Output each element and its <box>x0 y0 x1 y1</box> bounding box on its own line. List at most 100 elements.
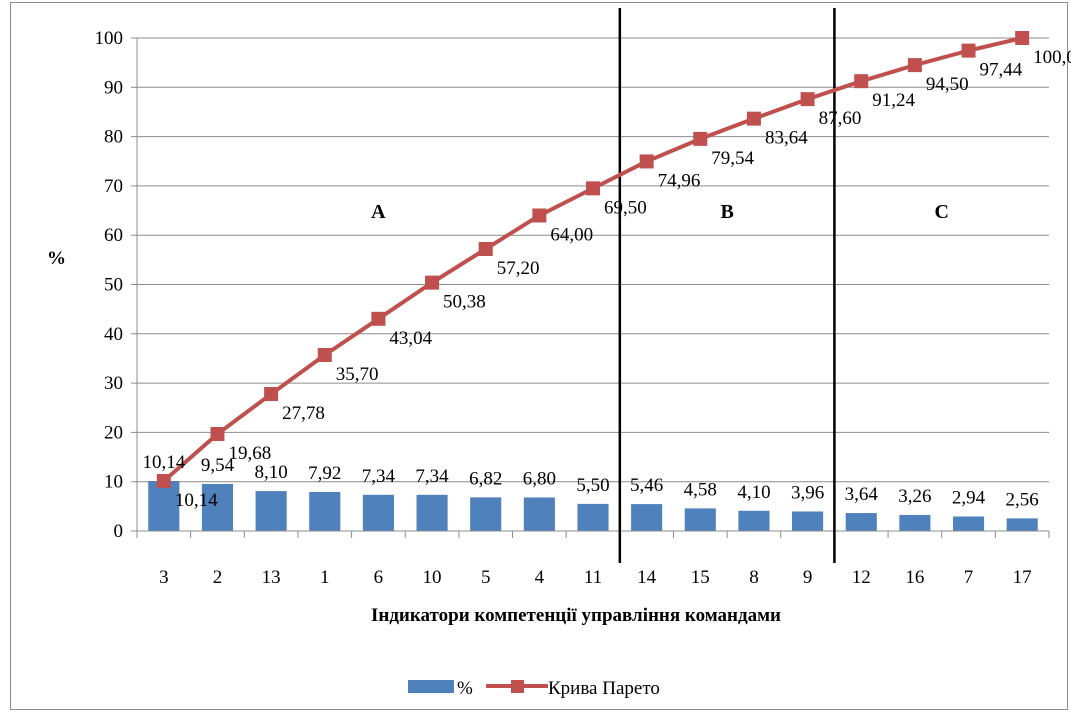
x-tick-label: 14 <box>637 567 657 588</box>
pareto-point <box>639 154 654 169</box>
zone-label: C <box>934 201 948 223</box>
bar <box>684 508 716 531</box>
axes <box>136 38 1049 532</box>
x-tick-label: 1 <box>320 567 330 588</box>
y-tick-label: 30 <box>104 373 123 394</box>
pareto-point <box>371 311 386 326</box>
pareto-point <box>1015 31 1030 45</box>
pareto-point <box>210 426 225 441</box>
x-tick-label: 5 <box>481 567 491 588</box>
line-data-label: 64,00 <box>550 224 593 245</box>
line-data-label: 94,50 <box>926 74 969 95</box>
pareto-point <box>961 43 976 58</box>
x-tick-label: 13 <box>262 567 281 588</box>
bar <box>201 483 234 531</box>
bar-data-label: 9,54 <box>201 455 235 476</box>
y-tick-label: 40 <box>104 324 123 345</box>
line-data-label: 83,64 <box>765 128 808 149</box>
pareto-point <box>907 58 922 73</box>
line-data-label: 74,96 <box>658 170 701 191</box>
bar-data-label: 3,26 <box>898 486 931 507</box>
data-labels: 10,14 9,54 8,10 7,92 7,34 7,34 6,82 6,80 5,50 5,4… <box>142 47 1071 511</box>
pareto-point <box>317 347 332 362</box>
x-tick-label: 11 <box>584 567 602 588</box>
line-data-label: 69,50 <box>604 197 647 218</box>
x-tick-label: 2 <box>213 567 223 588</box>
line-data-label: 100,00 <box>1033 47 1071 68</box>
bar-data-label: 8,10 <box>254 462 287 483</box>
bar <box>148 481 180 531</box>
line-data-label: 35,70 <box>336 364 379 385</box>
zone-dividers <box>618 8 836 563</box>
bar-data-label: 10,14 <box>142 452 185 473</box>
chart-frame <box>10 2 1068 710</box>
x-axis-title: Індикатори компетенції управління команд… <box>371 605 781 626</box>
bar-data-label: 2,56 <box>1006 489 1039 510</box>
y-tick-label: 100 <box>95 28 124 49</box>
bar-data-label: 5,46 <box>630 475 663 496</box>
bar-data-label: 4,58 <box>684 479 717 500</box>
y-tick-label: 10 <box>104 472 123 493</box>
bar-data-label: 4,10 <box>737 482 770 503</box>
y-tick-label: 20 <box>104 422 123 443</box>
bar-data-label: 7,34 <box>415 466 449 487</box>
x-tick-label: 10 <box>423 567 442 588</box>
y-tick-label: 0 <box>114 521 124 542</box>
y-tick-label: 70 <box>104 176 123 197</box>
legend: % Крива Парето <box>408 678 660 699</box>
y-tick-labels: 0 10 20 30 40 50 60 70 80 90 100 <box>95 28 124 542</box>
legend-bar-label: % <box>457 678 473 699</box>
bar <box>255 491 287 531</box>
y-axis-title: % <box>47 248 66 269</box>
pareto-point <box>586 181 600 196</box>
bar <box>631 504 663 531</box>
legend-line-marker <box>511 680 524 693</box>
legend-bar-swatch <box>408 680 454 693</box>
bar <box>416 494 448 531</box>
x-tick-label: 6 <box>374 567 384 588</box>
line-data-label: 97,44 <box>980 60 1023 81</box>
x-tick-label: 9 <box>803 567 813 588</box>
pareto-line-series <box>156 31 1030 489</box>
y-tick-label: 80 <box>104 127 123 148</box>
x-tick-label: 16 <box>905 567 924 588</box>
legend-line-label: Крива Парето <box>548 678 660 699</box>
pareto-point <box>478 242 493 257</box>
x-tick-label: 7 <box>964 567 974 588</box>
line-data-label: 50,38 <box>443 292 486 313</box>
y-tick-label: 50 <box>104 275 123 296</box>
bar-series <box>148 481 1038 531</box>
pareto-point <box>425 275 440 290</box>
x-tick-label: 15 <box>691 567 710 588</box>
bar <box>362 494 394 531</box>
bar <box>899 514 931 531</box>
line-data-label: 10,14 <box>175 490 218 511</box>
line-data-label: 27,78 <box>282 403 325 424</box>
zone-label: A <box>371 201 386 223</box>
line-data-label: 91,24 <box>872 90 915 111</box>
bar <box>309 491 341 531</box>
bar <box>952 516 985 531</box>
bar-data-label: 7,92 <box>308 463 341 484</box>
line-data-label: 57,20 <box>497 258 540 279</box>
x-tick-label: 4 <box>535 567 545 588</box>
x-tick-label: 17 <box>1013 567 1032 588</box>
bar-data-label: 7,34 <box>362 466 396 487</box>
bar-data-label: 2,94 <box>952 488 986 509</box>
x-tick-label: 3 <box>159 567 169 588</box>
x-tick-label: 12 <box>852 567 871 588</box>
x-tick-labels: 3 2 13 1 6 10 5 4 11 14 15 8 9 12 16 7 17 <box>136 531 1050 588</box>
line-data-label: 87,60 <box>819 108 862 129</box>
bar-data-label: 6,82 <box>469 468 502 489</box>
pareto-point <box>264 387 279 402</box>
zone-labels: A B C <box>371 201 949 223</box>
y-tick-label: 90 <box>104 77 123 98</box>
pareto-point <box>693 131 708 146</box>
line-data-label: 43,04 <box>389 328 432 349</box>
pareto-point <box>532 208 547 223</box>
pareto-point <box>800 92 815 107</box>
pareto-point <box>746 111 761 126</box>
bar <box>738 510 770 531</box>
zone-label: B <box>720 201 733 223</box>
bar-data-label: 6,80 <box>523 468 556 489</box>
